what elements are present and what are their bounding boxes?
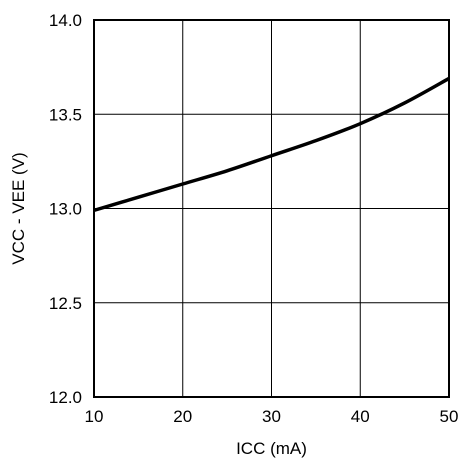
- y-tick-label: 14.0: [49, 11, 82, 30]
- series-line: [93, 76, 450, 213]
- grid-lines: [93, 19, 450, 398]
- plot-frame: [93, 19, 450, 398]
- y-tick-label: 13.5: [49, 105, 82, 124]
- y-tick-label: 12.0: [49, 388, 82, 407]
- x-tick-label: 40: [351, 407, 370, 426]
- x-axis-title: ICC (mA): [236, 439, 307, 458]
- x-tick-label: 20: [173, 407, 192, 426]
- x-tick-label: 50: [440, 407, 459, 426]
- series-layer: [93, 76, 450, 213]
- y-axis-title: VCC - VEE (V): [9, 152, 28, 264]
- y-tick-labels: 12.0 12.5 13.0 13.5 14.0: [49, 11, 82, 407]
- y-tick-label: 12.5: [49, 294, 82, 313]
- x-tick-label: 30: [262, 407, 281, 426]
- x-tick-labels: 10 20 30 40 50: [85, 407, 459, 426]
- x-tick-label: 10: [85, 407, 104, 426]
- y-tick-label: 13.0: [49, 200, 82, 219]
